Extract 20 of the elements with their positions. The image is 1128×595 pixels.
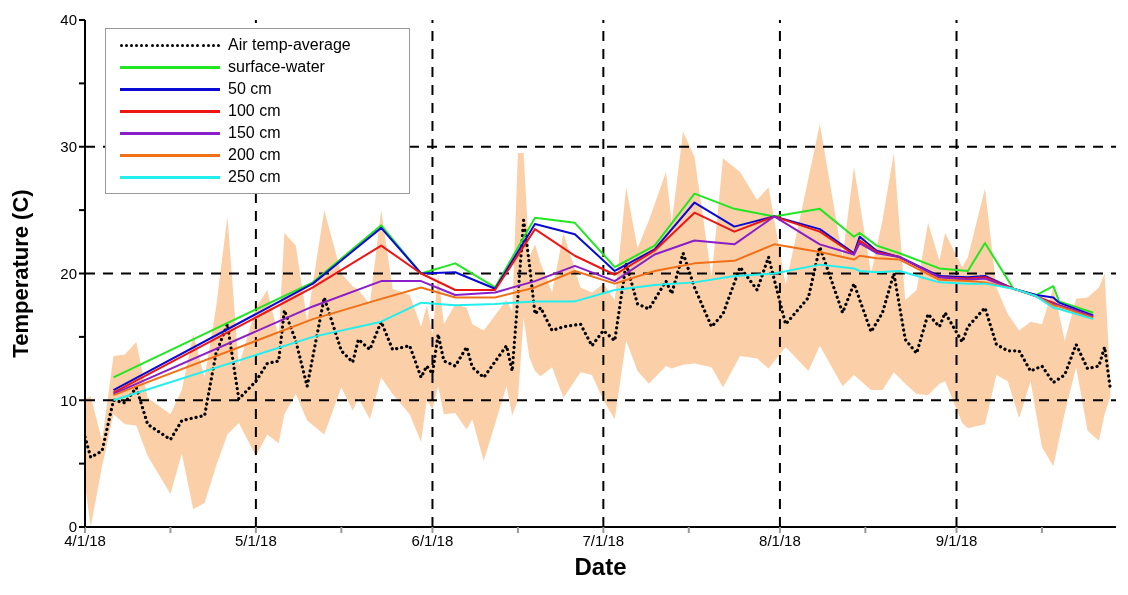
x-tick-label: 5/1/18 <box>235 531 277 549</box>
x-tick-label: 6/1/18 <box>411 531 454 549</box>
legend-label: 150 cm <box>228 124 281 142</box>
x-tick-label: 8/1/18 <box>759 531 801 549</box>
x-axis-title: Date <box>574 553 627 580</box>
line-series <box>112 263 1095 402</box>
legend-label: 200 cm <box>228 146 281 164</box>
legend-label: surface-water <box>228 58 325 76</box>
legend-label: 100 cm <box>228 102 281 120</box>
y-axis-title: Temperature (C) <box>7 189 33 358</box>
legend-label: 50 cm <box>228 80 272 98</box>
y-tick-label: 10 <box>60 391 77 409</box>
line-series <box>112 243 1095 397</box>
legend-label: Air temp-average <box>228 36 351 54</box>
x-tick-label: 7/1/18 <box>582 531 625 549</box>
y-tick-label: 30 <box>60 138 77 156</box>
y-tick-label: 20 <box>60 264 77 282</box>
legend-label: 250 cm <box>228 168 281 186</box>
x-tick-label: 9/1/18 <box>935 531 978 549</box>
y-tick-label: 40 <box>60 11 77 29</box>
